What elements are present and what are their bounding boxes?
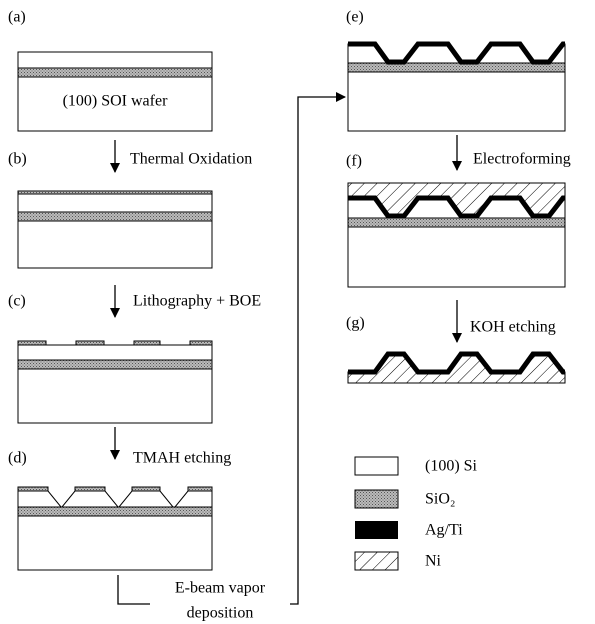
panel-label: (c) (8, 293, 26, 310)
etched-si (18, 491, 212, 507)
oxide-pad (132, 487, 160, 491)
panel-label: (d) (8, 450, 27, 467)
legend-label: Ag/Ti (425, 522, 463, 539)
oxide-pad (18, 487, 48, 491)
wafer-caption: (100) SOI wafer (63, 93, 169, 110)
legend-swatch (355, 521, 398, 539)
top-si (18, 194, 212, 212)
step-label: Lithography + BOE (133, 293, 261, 310)
oxide-pad (76, 341, 104, 345)
legend-label: (100) Si (425, 458, 478, 475)
legend-swatch (355, 490, 398, 508)
oxide (18, 507, 212, 516)
step-label: Thermal Oxidation (130, 151, 252, 168)
oxide (18, 360, 212, 369)
panel-label: (e) (346, 9, 364, 26)
legend-label: SiO₂ (425, 491, 455, 508)
substrate (18, 516, 212, 570)
oxide (18, 68, 212, 77)
legend-label: Ni (425, 553, 442, 570)
top-si (18, 345, 212, 360)
oxide-pad (188, 487, 212, 491)
legend-swatch (355, 552, 398, 570)
oxide-pad (134, 341, 160, 345)
substrate (18, 369, 212, 423)
substrate (18, 221, 212, 268)
oxide-pad (18, 341, 46, 345)
oxide (348, 218, 565, 227)
panel-label: (f) (346, 153, 362, 170)
substrate (348, 72, 565, 131)
step-label: TMAH etching (133, 450, 231, 467)
step-label: Electroforming (473, 151, 571, 168)
process-diagram: (a) (b) (c) (d) (e) (f) (g) (100) SOI wa… (0, 0, 595, 624)
step-label: deposition (187, 605, 254, 622)
panel-label: (b) (8, 151, 27, 168)
panel-label: (g) (346, 315, 365, 332)
panel-label: (a) (8, 9, 26, 26)
legend-swatch (355, 457, 398, 475)
oxide-pad (190, 341, 212, 345)
oxide-pad (75, 487, 105, 491)
substrate (348, 227, 565, 287)
step-label: E-beam vapor (175, 580, 266, 597)
top-si (18, 52, 212, 68)
oxide (18, 212, 212, 221)
step-label: KOH etching (470, 319, 556, 336)
